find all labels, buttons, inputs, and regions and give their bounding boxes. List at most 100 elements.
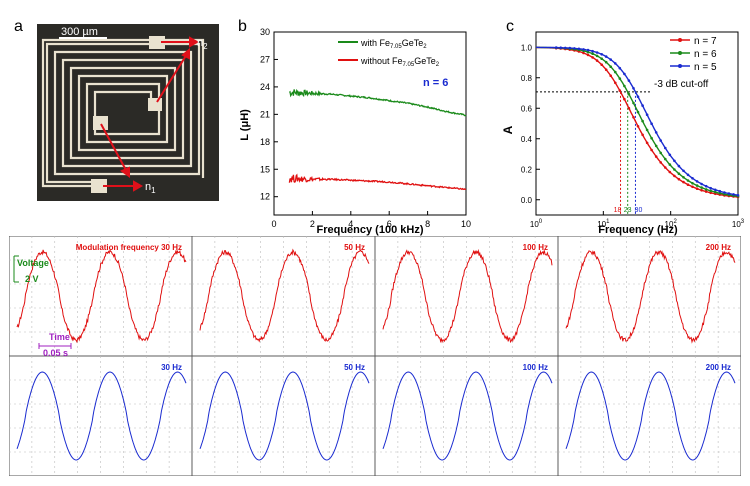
series-marker-c <box>695 187 699 190</box>
scope-trace <box>16 249 187 344</box>
voltage-scale: 2 V <box>25 274 39 284</box>
series-marker-c <box>632 116 635 119</box>
series-marker-c <box>668 153 672 157</box>
x-tick-label-b: 10 <box>461 219 471 229</box>
y-tick-label-b: 27 <box>260 54 270 64</box>
series-marker-c <box>636 95 640 98</box>
arrow-inner <box>156 53 188 103</box>
series-marker-c <box>627 106 631 110</box>
series-marker-c <box>727 192 731 195</box>
series-line-b-0 <box>288 88 467 117</box>
series-marker-c <box>554 46 558 49</box>
series-marker-c <box>682 176 685 179</box>
series-marker-c <box>609 58 612 61</box>
y-axis-label-c: A <box>501 125 515 134</box>
legend-marker-c <box>678 51 682 55</box>
series-marker-c <box>673 159 676 163</box>
legend-text-with: with Fe7.05GeTe2 <box>360 38 427 50</box>
series-marker-c <box>591 49 594 53</box>
pad-inner <box>148 98 162 111</box>
series-marker-c <box>645 128 649 132</box>
series-marker-c <box>691 177 694 180</box>
series-marker-c <box>659 151 662 155</box>
series-marker-c <box>627 79 631 82</box>
x-tick-label-c: 102 <box>665 219 678 229</box>
series-marker-c <box>632 101 635 105</box>
series-marker-c <box>623 72 626 76</box>
plot-frame-b <box>273 31 467 216</box>
series-marker-c <box>636 125 640 128</box>
series-marker-c <box>664 146 667 150</box>
series-marker-c <box>586 53 590 57</box>
series-marker-c <box>600 57 603 60</box>
series-marker-c <box>718 191 722 195</box>
series-marker-c <box>673 174 676 178</box>
x-axis-label-b: Frequency (100 kHz) <box>317 224 424 236</box>
series-marker-c <box>582 48 585 51</box>
series-marker-c <box>618 66 622 70</box>
series-marker-c <box>595 59 599 62</box>
series-marker-c <box>714 188 717 192</box>
series-marker-c <box>586 50 590 54</box>
scope-frequency-label: 30 Hz <box>161 363 182 372</box>
series-marker-c <box>577 47 581 51</box>
series-marker-c <box>595 51 599 54</box>
series-marker-c <box>650 122 653 125</box>
annotation-n6: n = 6 <box>423 77 448 89</box>
series-marker-c <box>604 68 608 71</box>
series-marker-c <box>686 179 690 182</box>
panel-label-a: a <box>14 18 23 35</box>
series-marker-c <box>691 182 694 185</box>
series-marker-c <box>718 189 722 193</box>
legend-marker-c <box>678 64 682 68</box>
series-marker-c <box>668 163 672 166</box>
pad-n1 <box>91 179 107 193</box>
series-marker-c <box>568 46 572 50</box>
series-marker-c <box>632 87 635 90</box>
series-marker-c <box>686 173 690 177</box>
series-marker-c <box>659 139 662 142</box>
scope-frequency-label: 200 Hz <box>706 243 731 252</box>
scope-trace <box>199 248 370 343</box>
pad-center <box>93 116 108 130</box>
voltage-label: Voltage <box>17 258 49 268</box>
series-marker-c <box>645 141 649 145</box>
x-tick-label-b: 4 <box>348 219 353 229</box>
series-marker-c <box>700 186 703 189</box>
y-tick-label-c: 0.2 <box>521 165 533 174</box>
x-tick-label-c: 103 <box>732 219 745 229</box>
scope-trace <box>565 371 736 461</box>
series-marker-c <box>677 172 681 175</box>
cutoff-label: -3 dB cut-off <box>654 79 709 90</box>
scope-frequency-label: Modulation frequency 30 Hz <box>76 243 182 252</box>
series-marker-c <box>609 65 612 68</box>
series-marker-c <box>695 184 699 187</box>
legend-text-without: without Fe7.05GeTe2 <box>360 56 440 68</box>
y-tick-label-c: 0.4 <box>521 135 533 144</box>
series-marker-c <box>591 56 594 59</box>
y-tick-label-b: 21 <box>260 109 270 119</box>
legend-marker-c <box>678 38 682 42</box>
series-marker-c <box>695 180 699 183</box>
x-tick-label-b: 6 <box>387 219 392 229</box>
series-marker-c <box>704 188 708 191</box>
legend-c: n = 7 n = 6 n = 5 <box>670 36 717 73</box>
series-marker-c <box>618 77 622 80</box>
coil-micrograph: 300 µm n2 n1 <box>37 24 219 201</box>
series-marker-c <box>673 168 676 171</box>
series-marker-c <box>654 144 658 148</box>
scope-frequency-label: 50 Hz <box>344 363 365 372</box>
scale-bar-label: 300 µm <box>61 26 98 38</box>
n1-label: n1 <box>145 181 156 195</box>
plot-frame-c <box>535 31 739 216</box>
y-tick-label-b: 18 <box>260 137 270 147</box>
series-marker-c <box>614 81 617 85</box>
y-tick-label-b: 12 <box>260 192 270 202</box>
x-tick-label-c: 101 <box>597 219 610 229</box>
series-marker-c <box>682 180 685 184</box>
legend-text-c: n = 6 <box>694 49 717 60</box>
series-marker-c <box>704 190 708 193</box>
series-marker-c <box>641 104 644 107</box>
scope-frequency-label: 100 Hz <box>523 363 548 372</box>
series-marker-c <box>586 48 590 52</box>
